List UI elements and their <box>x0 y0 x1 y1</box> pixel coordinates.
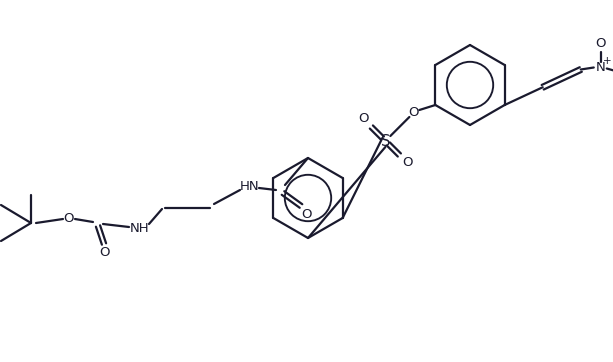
Text: O: O <box>408 106 419 119</box>
Text: O: O <box>64 211 74 224</box>
Text: O: O <box>402 156 413 169</box>
Text: HN: HN <box>240 180 260 193</box>
Text: O: O <box>100 245 110 258</box>
Text: S: S <box>381 134 390 148</box>
Text: O: O <box>358 113 368 126</box>
Text: +: + <box>603 55 611 66</box>
Text: O: O <box>595 37 606 50</box>
Text: NH: NH <box>130 223 150 236</box>
Text: N: N <box>596 61 606 74</box>
Text: O: O <box>302 207 312 220</box>
